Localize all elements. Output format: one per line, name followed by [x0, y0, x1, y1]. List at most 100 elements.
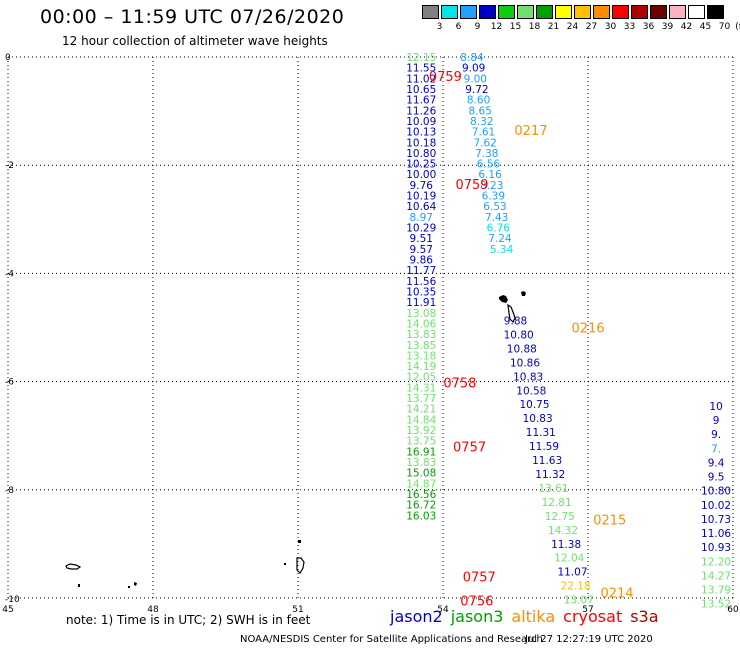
lon-tick-label: 54 [437, 605, 449, 615]
lon-tick-label: 48 [147, 605, 159, 615]
wave-height-value: 12.15 [406, 52, 436, 64]
legend-label: 6 [455, 22, 462, 32]
pass-time-label: 0215 [593, 514, 626, 529]
land-masses [65, 291, 526, 588]
pass-time-label: 0758 [443, 377, 476, 392]
satellite-legend-item: cryosat [563, 607, 623, 626]
wave-height-value: 13.18 [406, 350, 436, 362]
legend-swatch [536, 5, 553, 19]
satellite-legend-item: jason2 [390, 607, 443, 626]
legend-label: 24 [566, 22, 579, 32]
legend-swatch [422, 5, 439, 19]
wave-height-value: 10.64 [406, 201, 436, 213]
island-mahe [507, 303, 516, 324]
wave-height-value: 7.61 [472, 127, 495, 139]
wave-height-value: 11.59 [529, 441, 559, 453]
wave-height-value: 14.21 [406, 404, 436, 416]
wave-height-value: 7. [711, 443, 721, 455]
wave-height-value: 8.65 [469, 105, 492, 117]
lat-tick-label: -6 [5, 378, 14, 388]
legend-swatch [650, 5, 667, 19]
legend-label: 27 [585, 22, 598, 32]
wave-height-value: 13.92 [406, 425, 436, 437]
wave-height-value: 6.76 [487, 223, 511, 235]
wave-height-value: 16.56 [406, 489, 436, 501]
wave-height-value: 8.97 [410, 212, 433, 224]
legend-swatch [441, 5, 458, 19]
map-title: 00:00 – 11:59 UTC 07/26/2020 [40, 6, 345, 28]
legend-swatch [517, 5, 534, 19]
wave-height-value: 11.02 [406, 73, 436, 85]
wave-height-value: 10.80 [504, 329, 534, 341]
pass-time-label: 0216 [571, 322, 604, 337]
wave-height-value: 13.77 [406, 393, 436, 405]
wave-height-value: 16.72 [406, 500, 436, 512]
wave-height-value: 11.91 [406, 297, 436, 309]
wave-height-value: 10.29 [406, 223, 436, 235]
wave-height-value: 12.81 [542, 497, 572, 509]
wave-height-value: 12.75 [545, 511, 575, 523]
wave-height-value: 9.86 [410, 254, 434, 266]
wave-height-value: 6.53 [483, 201, 506, 213]
wave-height-value: 14.19 [406, 361, 436, 373]
wave-height-value: 9.76 [410, 180, 434, 192]
wave-height-value: 14.31 [406, 382, 436, 394]
wave-height-value: 11.67 [406, 95, 436, 107]
legend-swatch [460, 5, 477, 19]
pass-time-label: 0757 [453, 441, 486, 456]
legend-label: 42 [680, 22, 693, 32]
wave-height-value: 14.06 [406, 318, 436, 330]
island-aldabra-b [284, 563, 286, 565]
legend-label: 9 [474, 22, 481, 32]
legend-label: (ft) [735, 22, 740, 32]
legend-swatch [555, 5, 572, 19]
wave-height-value: 6.39 [482, 191, 505, 203]
satellite-legend-item: s3a [630, 607, 659, 626]
wave-height-value: 10.73 [701, 514, 731, 526]
footnote: note: 1) Time is in UTC; 2) SWH is in fe… [66, 613, 311, 627]
legend-swatch [688, 5, 705, 19]
island-cosmoledo [298, 540, 301, 543]
wave-height-value: 13.61 [538, 483, 568, 495]
pass-time-label: 0759 [429, 70, 462, 85]
wave-height-value: 14.84 [406, 414, 436, 426]
wave-height-value: 15.08 [406, 468, 436, 480]
wave-height-value: 10.86 [510, 357, 540, 369]
lon-tick-label: 57 [582, 605, 593, 615]
wave-height-value: 14.32 [548, 525, 578, 537]
wave-height-value: 10.00 [406, 169, 436, 181]
wave-height-value: 11.06 [701, 528, 731, 540]
wave-height-value: 10.19 [406, 191, 436, 203]
altimeter-tracks: 12.1511.5511.0210.6511.6711.2610.0910.13… [406, 52, 731, 611]
wave-height-value: 16.91 [406, 446, 436, 458]
wave-height-value: 10.09 [406, 116, 436, 128]
legend-swatch [612, 5, 629, 19]
wave-height-value: 9.00 [464, 73, 487, 85]
wave-height-value: 6.16 [478, 169, 502, 181]
island-comoros-c [134, 582, 137, 586]
wave-height-value: 8.84 [460, 52, 484, 64]
pass-time-label: 0217 [514, 124, 547, 139]
legend-swatch [631, 5, 648, 19]
lon-tick-label: 45 [2, 605, 13, 615]
island-praslin [499, 295, 508, 303]
map-grid [7, 56, 734, 599]
wave-height-value: 11.55 [406, 63, 436, 75]
map-subtitle: 12 hour collection of altimeter wave hei… [62, 34, 328, 48]
wave-height-value: 11.77 [406, 265, 436, 277]
wave-height-value: 11.38 [551, 539, 581, 551]
wave-height-value: 13.52 [701, 599, 731, 611]
island-aldabra [296, 557, 305, 574]
wave-height-value: 13.79 [701, 585, 731, 597]
satellite-legend-item: jason3 [450, 607, 504, 626]
wave-height-value: 6.56 [477, 159, 501, 171]
wave-height-value: 10.65 [406, 84, 436, 96]
island-comoros-a [65, 563, 82, 570]
wave-height-value: 11.63 [532, 455, 562, 467]
wave-height-value: 9.72 [465, 84, 488, 96]
legend-label: 18 [528, 22, 541, 32]
wave-height-value: 5.34 [490, 244, 514, 256]
wave-height-value: 12.05 [406, 372, 436, 384]
pass-time-label: 0759 [455, 178, 488, 193]
